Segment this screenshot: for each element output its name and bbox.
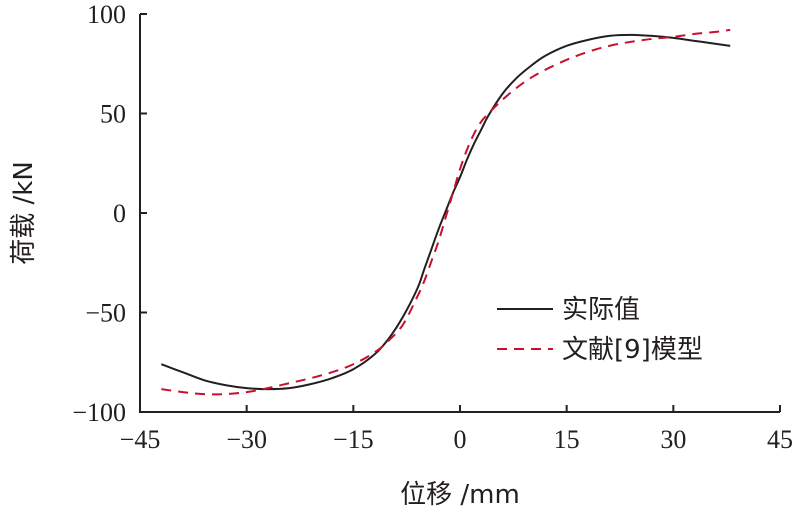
y-tick-label-4: 100	[87, 0, 126, 29]
y-axis-ticks: −100 −50 0 50 100	[72, 0, 147, 427]
x-tick-label-6: 45	[767, 425, 793, 454]
plot-area: −45 −30 −15 0 15 30 45 −100 −50 0 50 100	[72, 0, 793, 454]
x-tick-label-5: 30	[660, 425, 686, 454]
series-line-model	[161, 28, 731, 396]
x-axis-ticks: −45 −30 −15 0 15 30 45	[120, 405, 793, 454]
x-tick-label-0: −45	[120, 425, 161, 454]
series-line-measured	[160, 33, 731, 391]
x-tick-label-4: 15	[554, 425, 580, 454]
y-tick-label-1: −50	[85, 299, 126, 328]
x-tick-label-2: −15	[333, 425, 374, 454]
y-tick-label-0: −100	[72, 398, 126, 427]
x-tick-label-1: −30	[226, 425, 267, 454]
legend-label-measured: 实际值	[562, 295, 640, 325]
series-layer	[160, 28, 731, 396]
x-tick-label-3: 0	[454, 425, 467, 454]
y-tick-label-2: 0	[113, 199, 126, 228]
legend-label-model: 文献[9]模型	[562, 335, 703, 365]
legend: 实际值 文献[9]模型	[497, 295, 703, 365]
y-axis-title: 荷载 /kN	[9, 161, 39, 265]
y-tick-label-3: 50	[100, 100, 126, 129]
x-axis-title: 位移 /mm	[400, 480, 520, 510]
